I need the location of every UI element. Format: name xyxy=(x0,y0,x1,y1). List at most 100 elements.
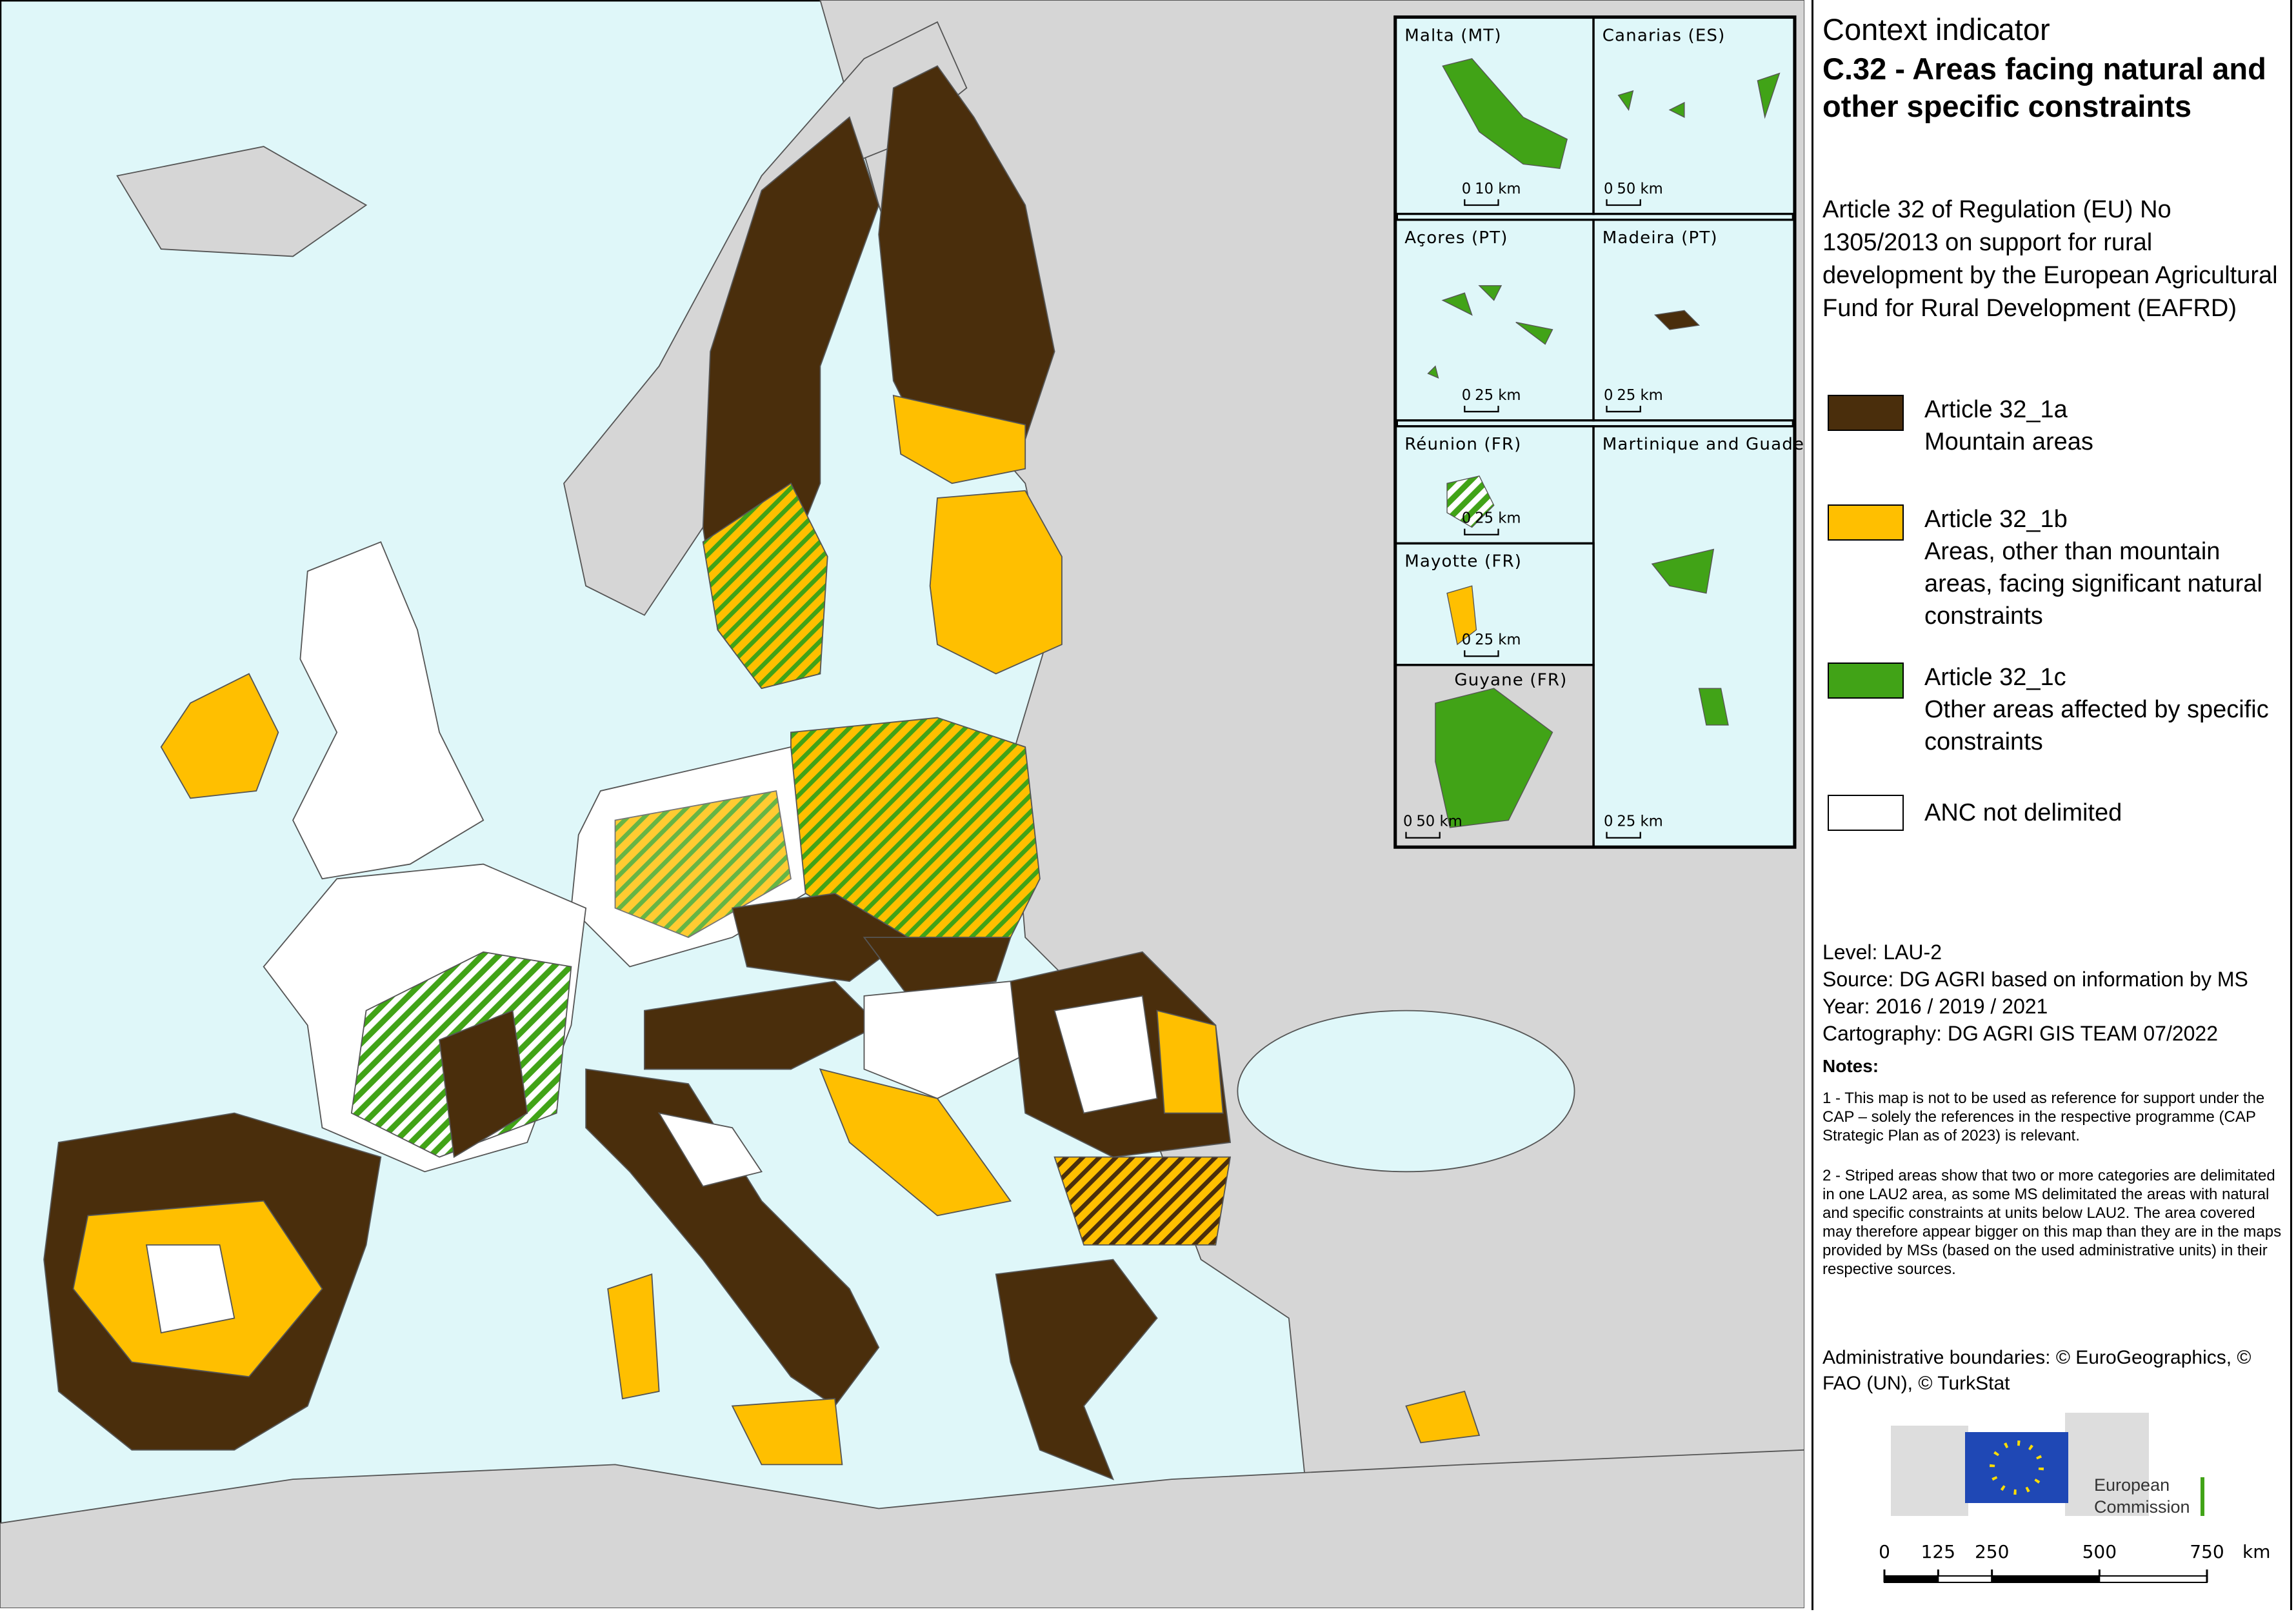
inset-scale-bar xyxy=(1606,199,1641,206)
inset-scale-length: 25 km xyxy=(1617,387,1662,404)
legend-text: Article 32_1b Areas, other than mountain … xyxy=(1924,503,2286,632)
logo-building xyxy=(2065,1413,2149,1516)
scale-label: 750 xyxy=(2190,1541,2224,1562)
inset-scale-length: 25 km xyxy=(1475,387,1521,404)
inset-land xyxy=(1446,585,1477,646)
legend-label: Article 32_1b xyxy=(1924,506,2068,533)
baltics xyxy=(929,490,1063,675)
sardinia xyxy=(607,1273,660,1400)
scale-label: 500 xyxy=(2082,1541,2117,1562)
scale-label: 250 xyxy=(1975,1541,2009,1562)
legend-swatch xyxy=(1828,795,1904,831)
massif-central xyxy=(439,1010,528,1159)
inset-scale-length: 25 km xyxy=(1475,510,1521,527)
inset-scale-zero: 0 xyxy=(1462,632,1471,648)
inset-scale-zero: 0 xyxy=(1604,813,1613,830)
scale-segment xyxy=(1991,1575,2101,1583)
inset-scale-zero: 0 xyxy=(1462,181,1471,197)
legend-text: Article 32_1c Other areas affected by spe… xyxy=(1924,661,2286,758)
inset-scale-length: 10 km xyxy=(1475,181,1521,197)
logo-building xyxy=(1891,1426,1968,1516)
inset-land xyxy=(1653,310,1700,330)
inset-scale-bar xyxy=(1464,650,1499,657)
inset-title: Guyane (FR) xyxy=(1454,671,1567,690)
inset-title: Madeira (PT) xyxy=(1602,228,1718,248)
romania-east xyxy=(1156,1010,1224,1114)
inset-box xyxy=(1592,425,1795,848)
metadata-line: Level: LAU-2 xyxy=(1822,941,1942,964)
logo-text: European Commission xyxy=(2094,1475,2190,1517)
inset-scale-bar xyxy=(1464,528,1499,535)
inset-scale-zero: 0 xyxy=(1462,387,1471,404)
finland-south xyxy=(892,394,1026,484)
finland-north xyxy=(878,65,1055,470)
inset-land xyxy=(1446,475,1495,528)
legend-label: ANC not delimited xyxy=(1924,799,2122,826)
legend-label: Article 32_1c xyxy=(1924,664,2066,691)
title: C.32 - Areas facing natural and other sp… xyxy=(1822,52,2266,123)
po-valley xyxy=(657,1112,763,1188)
notes-heading: Notes: xyxy=(1822,1056,1879,1076)
inset-scale-bar xyxy=(1606,405,1641,413)
iceland xyxy=(116,146,368,257)
metadata-line: Source: DG AGRI based on information by … xyxy=(1822,968,2248,991)
scale-segment xyxy=(1937,1575,1993,1583)
inset-land xyxy=(1427,285,1553,379)
scale-segment xyxy=(1884,1575,1939,1583)
title-line1: Context indicator xyxy=(1822,12,2050,46)
cyprus xyxy=(1405,1390,1481,1444)
inset-scale-bar xyxy=(1464,199,1499,206)
romania-plain xyxy=(1053,995,1158,1114)
side-panel: Context indicator C.32 - Areas facing na… xyxy=(1812,0,2292,1610)
inset-scale-zero: 0 xyxy=(1462,510,1471,527)
eu-stars xyxy=(1990,1440,2044,1495)
legend-description: Mountain areas xyxy=(1924,428,2093,455)
scale-bar: 0 125 250 500 750 km xyxy=(1879,1541,2271,1583)
subtitle: Article 32 of Regulation (EU) No 1305/20… xyxy=(1822,196,2278,322)
inset-land xyxy=(1442,58,1568,169)
legend-description: Other areas affected by specific constra… xyxy=(1924,696,2269,755)
united-kingdom xyxy=(292,541,484,880)
legend-label: Article 32_1a xyxy=(1924,396,2068,423)
inset-land xyxy=(1435,688,1553,828)
inset-scale-length: 25 km xyxy=(1475,632,1521,648)
inset-box xyxy=(1394,218,1595,422)
czechia xyxy=(732,893,910,982)
legend-swatch xyxy=(1828,504,1904,541)
logo: European Commission xyxy=(1891,1413,2204,1517)
metadata: Level: LAU-2 Source: DG AGRI based on inf… xyxy=(1822,939,2287,1047)
logo-bar xyxy=(2201,1477,2204,1516)
non-eu-land-south xyxy=(0,1449,1804,1608)
inset-title: Mayotte (FR) xyxy=(1404,552,1522,572)
inset-scale-bar xyxy=(1606,832,1641,839)
austria xyxy=(644,981,880,1070)
inset-title: Canarias (ES) xyxy=(1602,26,1726,46)
inset-title: Réunion (FR) xyxy=(1404,435,1521,454)
inset-scale-zero: 0 xyxy=(1403,813,1412,830)
legend-text: ANC not delimited xyxy=(1924,797,2286,829)
scale-unit: km xyxy=(2242,1541,2271,1562)
sweden-south xyxy=(702,482,828,690)
greece xyxy=(995,1259,1158,1480)
ireland xyxy=(160,673,279,799)
legend-description: Areas, other than mountain areas, facing… xyxy=(1924,538,2262,630)
slovakia xyxy=(863,937,1012,997)
inset-box xyxy=(1592,16,1795,215)
croatia xyxy=(819,1068,1012,1217)
copyright: Administrative boundaries: © EuroGeograp… xyxy=(1822,1347,2251,1394)
inset-scale-bar xyxy=(1405,832,1441,839)
scale-label: 125 xyxy=(1921,1541,1955,1562)
inset-title: Martinique and Guadeloupe(FR) xyxy=(1602,435,1804,454)
iberia-white xyxy=(145,1244,235,1334)
inset-scale-length: 25 km xyxy=(1617,813,1662,830)
inset-scale-zero: 0 xyxy=(1604,181,1613,197)
logo-text-box: European Commission xyxy=(2094,1475,2190,1517)
note-1: 1 - This map is not to be used as refere… xyxy=(1822,1090,2265,1144)
legend-swatch xyxy=(1828,663,1904,699)
sicily xyxy=(731,1398,843,1466)
note-2: 2 - Striped areas show that two or more … xyxy=(1822,1167,2282,1278)
